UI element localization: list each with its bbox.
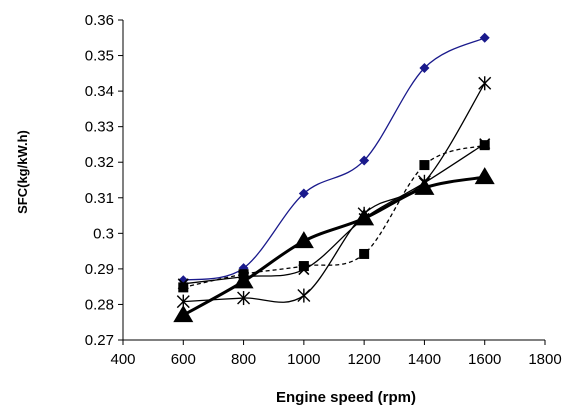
series-4-line bbox=[183, 143, 486, 285]
y-tick-label: 0.34 bbox=[85, 83, 114, 100]
x-stroke bbox=[479, 138, 491, 150]
series-3-line bbox=[183, 144, 485, 289]
series-1-diamond-marker bbox=[359, 155, 370, 166]
y-tick-label: 0.32 bbox=[85, 154, 114, 171]
x-stroke bbox=[177, 278, 189, 290]
y-tick-label: 0.35 bbox=[85, 48, 114, 65]
series-1-line bbox=[183, 37, 486, 281]
axes: 0.27 0.28 0.29 0.3 0.31 0.32 0.33 0.34 0.35 0.36 4… bbox=[85, 12, 562, 368]
series-3-square-marker bbox=[419, 160, 430, 171]
series-4-x-marker bbox=[479, 138, 491, 150]
y-axis-title: SFC(kg/kW.h) bbox=[15, 130, 30, 214]
x-tick-label: 1000 bbox=[287, 351, 320, 368]
y-tick-label: 0.29 bbox=[85, 261, 114, 278]
series-2-asterisk-marker bbox=[478, 76, 492, 91]
series-3-square-marker bbox=[479, 140, 490, 151]
series-2-line bbox=[183, 82, 486, 303]
series-5-triangle-marker bbox=[293, 231, 314, 249]
series-3-square-marker bbox=[359, 248, 370, 259]
series-3-square-marker bbox=[178, 282, 189, 293]
x-tick-label: 1600 bbox=[468, 351, 501, 368]
x-tick-label: 800 bbox=[231, 351, 256, 368]
series-lines bbox=[182, 37, 486, 317]
series-5-triangle-marker bbox=[354, 208, 375, 226]
x-tick-label: 1400 bbox=[408, 351, 441, 368]
x-tick-label: 400 bbox=[110, 351, 135, 368]
y-tick-label: 0.28 bbox=[85, 296, 114, 313]
x-stroke bbox=[298, 264, 310, 276]
y-tick-label: 0.27 bbox=[85, 332, 114, 349]
x-tick-label: 600 bbox=[171, 351, 196, 368]
series-markers bbox=[173, 32, 495, 323]
series-3-square-marker bbox=[298, 261, 309, 272]
x-tick-label: 1200 bbox=[347, 351, 380, 368]
series-2-asterisk-marker bbox=[237, 291, 251, 306]
series-1-diamond-marker bbox=[298, 188, 309, 199]
series-5-triangle-marker bbox=[173, 305, 194, 323]
series-4-x-marker bbox=[177, 278, 189, 290]
series-5-triangle-marker bbox=[233, 271, 254, 289]
series-2-asterisk-marker bbox=[297, 288, 311, 303]
y-tick-label: 0.3 bbox=[93, 225, 114, 242]
series-1-diamond-marker bbox=[479, 32, 490, 43]
x-axis-title: Engine speed (rpm) bbox=[276, 389, 416, 406]
x-tick-label: 1800 bbox=[528, 351, 561, 368]
axis-labels: Engine speed (rpm) SFC(kg/kW.h) bbox=[15, 130, 416, 406]
series-1-diamond-marker bbox=[419, 63, 430, 73]
y-tick-label: 0.36 bbox=[85, 12, 114, 29]
y-tick-label: 0.33 bbox=[85, 119, 114, 136]
series-5-triangle-marker bbox=[474, 167, 495, 185]
y-tick-label: 0.31 bbox=[85, 190, 114, 207]
series-5-triangle-marker bbox=[414, 177, 435, 195]
series-4-x-marker bbox=[298, 264, 310, 276]
